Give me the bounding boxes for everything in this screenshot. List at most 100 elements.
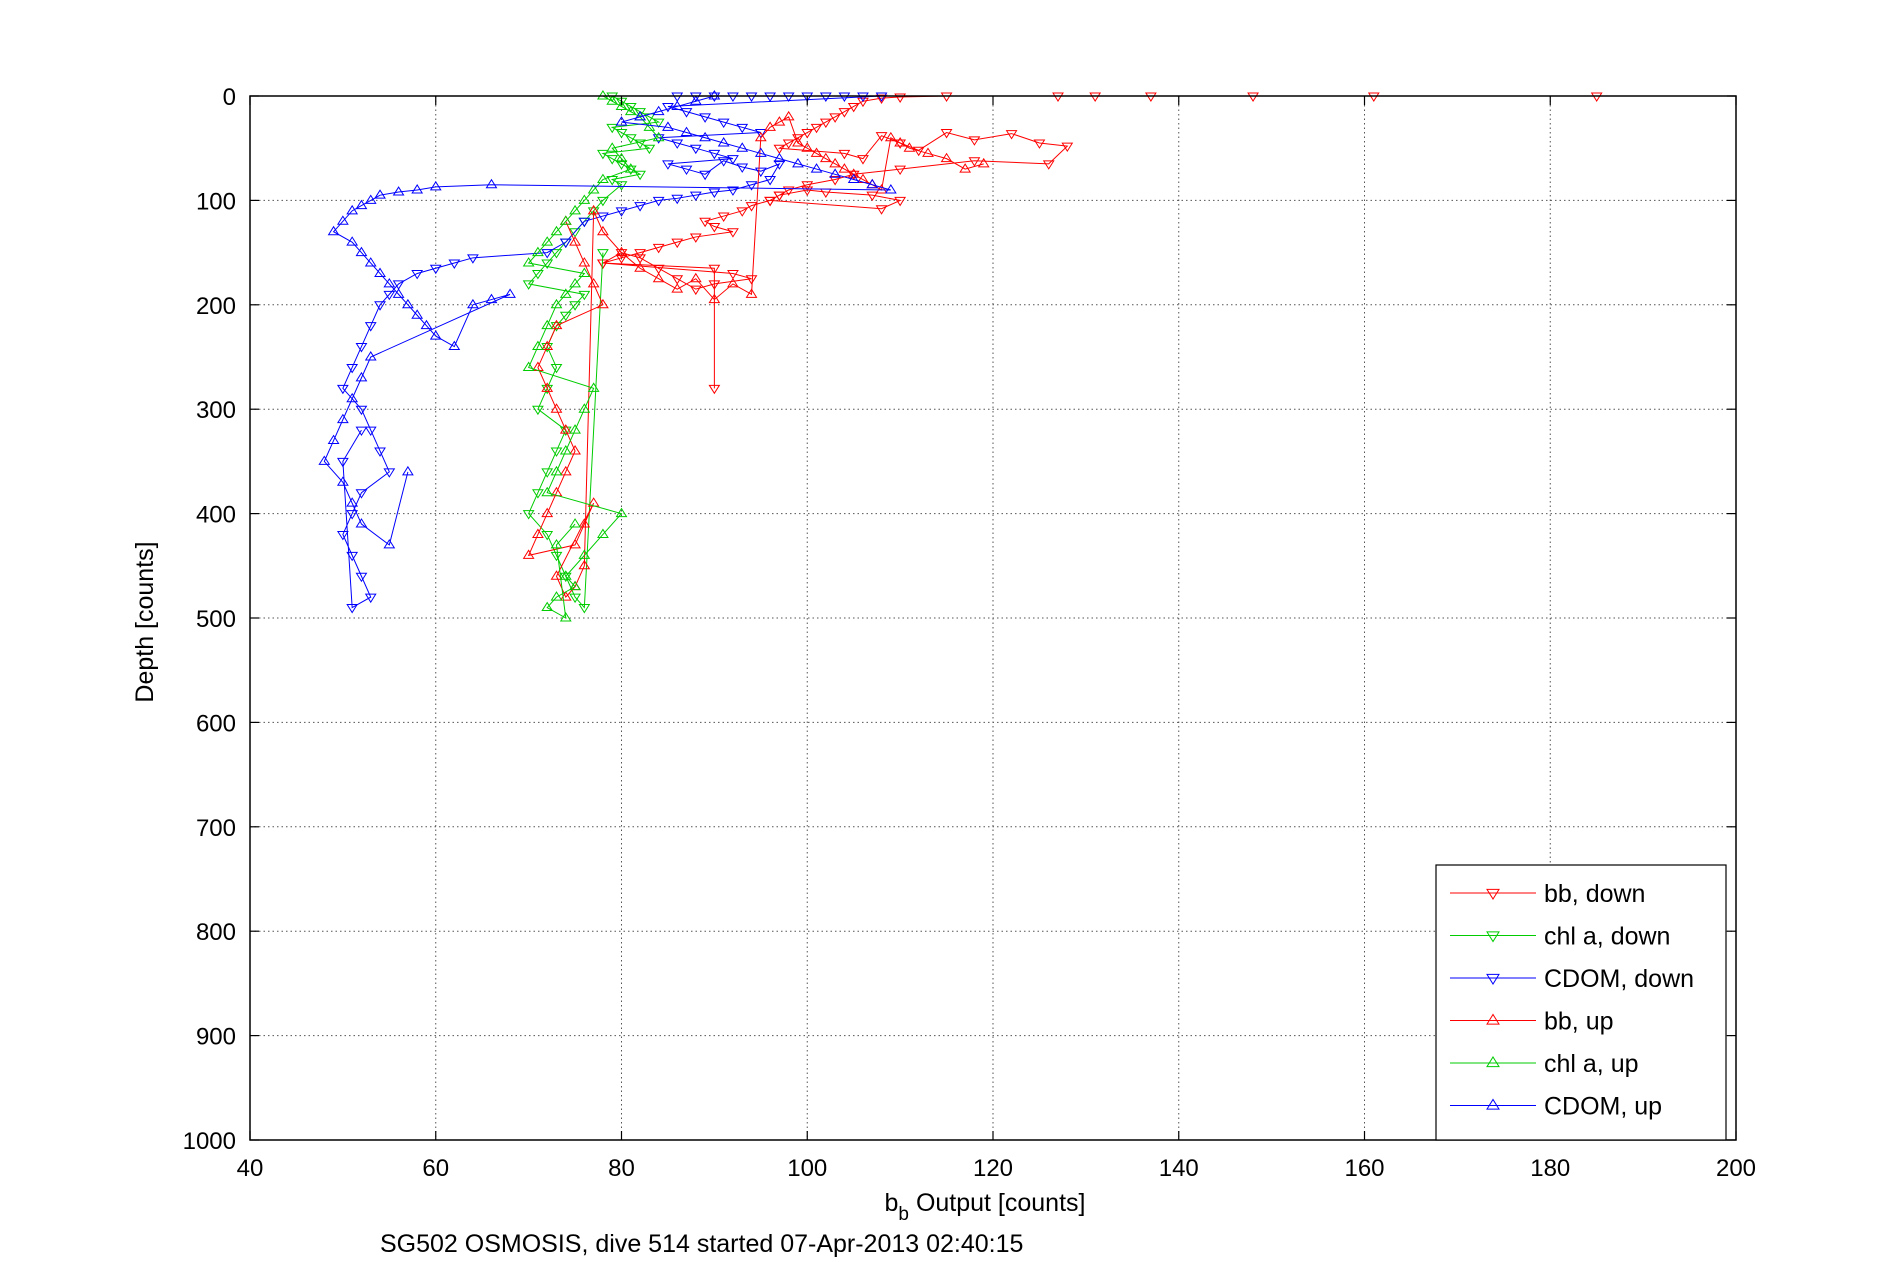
data-point: [894, 137, 907, 147]
data-point: [327, 225, 340, 236]
axis-ticks: 40 60 80 100 120 140 160 180 200 0 100 200 300 400 500…: [183, 84, 1756, 1182]
data-point: [374, 189, 386, 199]
legend-marker: [1486, 931, 1500, 943]
data-point: [671, 92, 684, 102]
data-point: [550, 319, 563, 330]
data-point: [773, 116, 786, 126]
data-point: [662, 102, 674, 113]
data-point: [569, 424, 581, 434]
legend-label: chl a, down: [1544, 923, 1670, 951]
data-point: [968, 136, 981, 146]
y-tick-label: 400: [196, 502, 236, 529]
series-line: [527, 116, 984, 599]
data-point: [559, 612, 572, 622]
data-point: [773, 191, 786, 202]
data-point: [541, 530, 554, 541]
data-point: [392, 288, 405, 298]
data-point: [1042, 160, 1055, 170]
data-point: [782, 139, 795, 149]
data-point: [1247, 92, 1259, 102]
data-point: [550, 225, 563, 236]
data-point: [792, 157, 804, 168]
y-tick-label: 300: [196, 397, 236, 424]
data-point: [578, 217, 591, 228]
data-point: [346, 236, 359, 246]
data-point: [532, 269, 544, 280]
data-point: [383, 468, 396, 478]
data-point: [550, 363, 563, 374]
data-point: [522, 510, 535, 520]
data-point: [634, 170, 646, 181]
data-point: [597, 149, 609, 160]
x-tick-label: 100: [787, 1155, 827, 1182]
data-point: [346, 363, 359, 374]
data-point: [429, 264, 442, 275]
data-point: [346, 510, 359, 520]
legend-label: CDOM, down: [1544, 965, 1694, 993]
data-point: [522, 280, 535, 290]
data-point: [355, 199, 368, 210]
data-point: [801, 186, 814, 196]
data-point: [364, 593, 377, 604]
data-point: [578, 403, 591, 413]
data-point: [838, 92, 851, 102]
data-point: [699, 170, 711, 181]
legend-label: CDOM, up: [1544, 1093, 1662, 1121]
data-point: [559, 215, 572, 225]
data-point: [364, 351, 377, 361]
data-point: [550, 570, 563, 580]
data-point: [606, 155, 619, 165]
data-point: [559, 445, 572, 455]
x-tick-label: 120: [973, 1155, 1013, 1182]
series-4: [522, 90, 665, 622]
data-point: [922, 147, 934, 157]
data-point: [597, 298, 609, 309]
data-point: [689, 272, 702, 283]
data-point: [727, 155, 739, 165]
data-point: [532, 340, 544, 351]
data-point: [829, 113, 842, 123]
data-point: [597, 528, 609, 538]
data-point: [615, 100, 628, 110]
data-point: [550, 551, 563, 562]
data-point: [624, 163, 637, 173]
data-point: [569, 518, 581, 528]
data-point: [894, 196, 907, 207]
data-point: [634, 202, 646, 212]
data-point: [466, 254, 479, 264]
data-point: [708, 293, 721, 304]
data-point: [1033, 139, 1046, 149]
data-point: [736, 123, 749, 134]
data-point: [940, 152, 953, 163]
data-point: [689, 95, 702, 105]
data-point: [782, 110, 795, 121]
data-point: [597, 225, 609, 236]
data-point: [708, 264, 721, 275]
data-point: [541, 319, 554, 330]
data-point: [847, 168, 860, 178]
data-point: [968, 157, 981, 167]
data-point: [745, 181, 758, 191]
legend-label: bb, up: [1544, 1008, 1614, 1036]
data-point: [838, 149, 851, 160]
data-point: [606, 142, 619, 152]
data-point: [392, 280, 405, 290]
data-point: [559, 570, 572, 580]
data-point: [485, 293, 498, 304]
data-point: [671, 283, 684, 293]
series-5: [318, 90, 897, 549]
data-point: [578, 194, 591, 204]
data-point: [587, 184, 600, 194]
legend-marker: [1486, 973, 1500, 985]
data-point: [541, 486, 554, 497]
data-point: [810, 123, 823, 134]
data-point: [736, 163, 749, 173]
data-point: [597, 196, 609, 207]
x-tick-label: 60: [422, 1155, 449, 1182]
data-point: [903, 142, 916, 152]
data-point: [727, 92, 739, 102]
data-point: [615, 246, 628, 257]
data-point: [764, 176, 777, 186]
data-point: [857, 155, 869, 165]
